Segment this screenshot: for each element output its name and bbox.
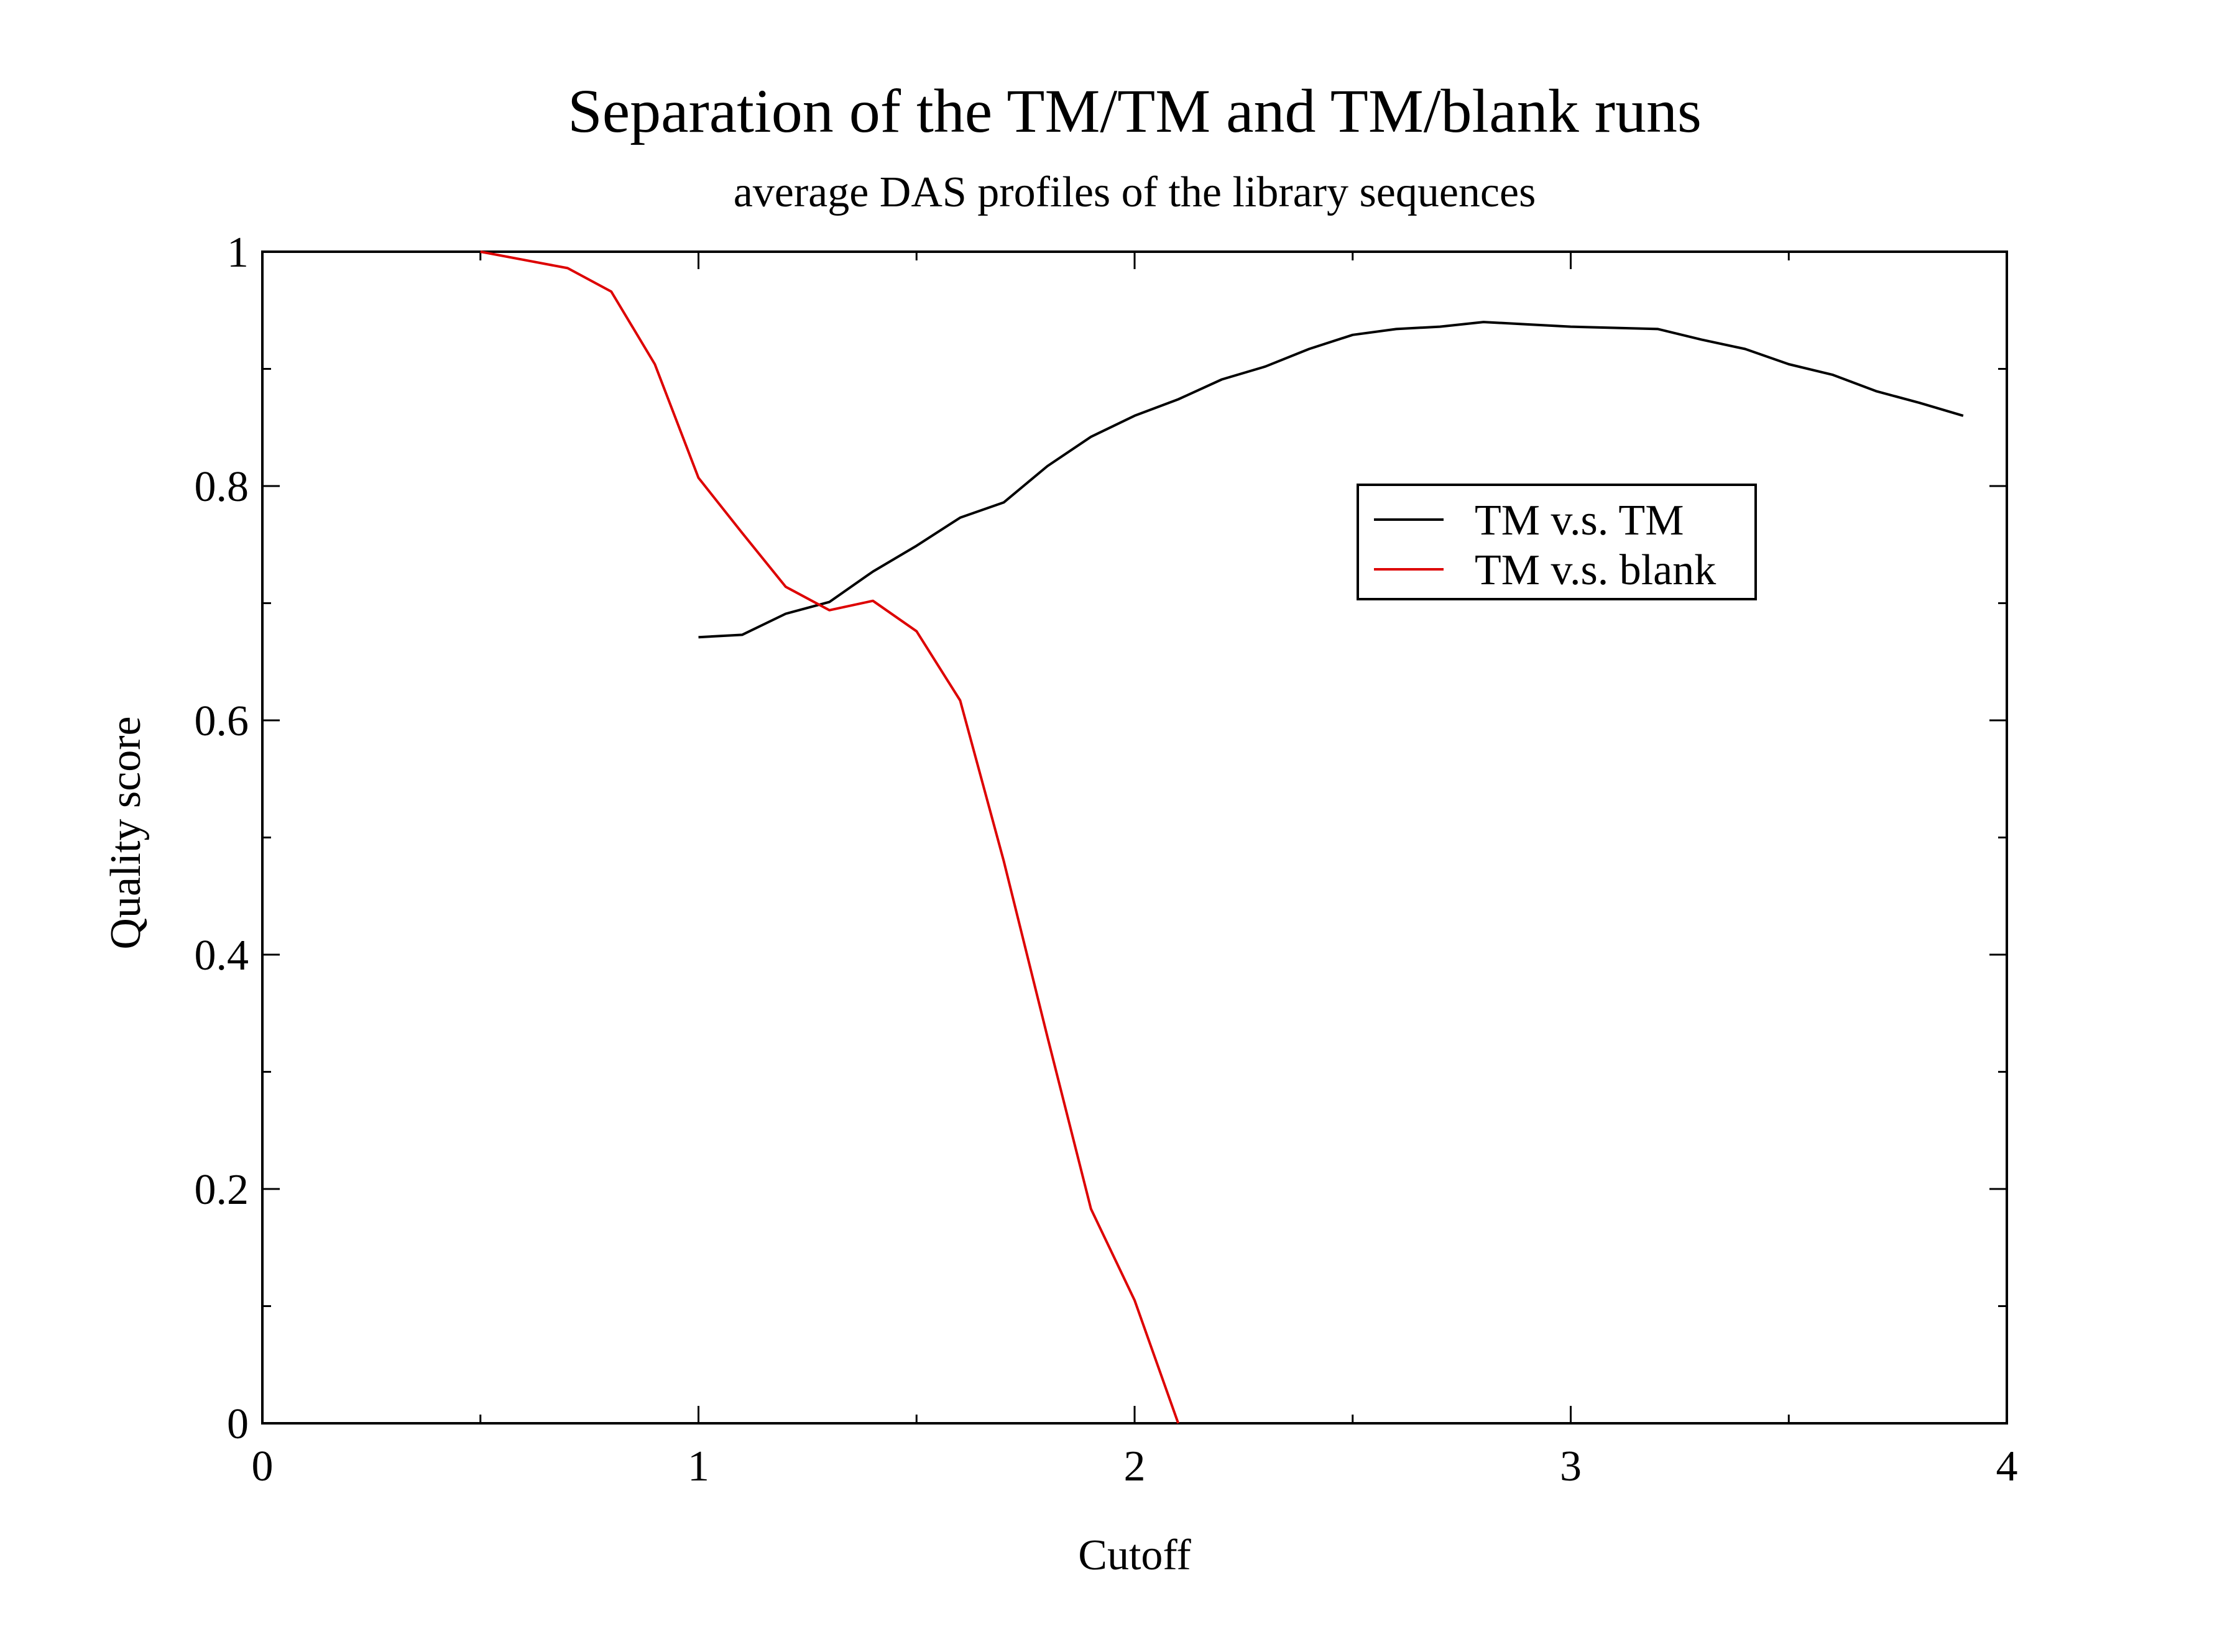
- y-tick-label: 0.2: [195, 1166, 249, 1214]
- series-line-tm-vs-blank: [480, 250, 1180, 1424]
- chart-subtitle: average DAS profiles of the library sequ…: [734, 168, 1536, 216]
- series-line-tm-vs-tm: [698, 321, 1964, 639]
- x-tick-label: 1: [688, 1443, 709, 1490]
- x-tick-label: 0: [252, 1443, 274, 1490]
- axis-tick-labels: 0 1 2 3 4 0 0.2 0.4 0.6 0.8 1: [195, 229, 2018, 1490]
- y-tick-label: 0.6: [195, 697, 249, 745]
- y-tick-label: 0: [227, 1400, 249, 1448]
- axis-ticks: [261, 250, 2008, 1425]
- y-axis-label: Quality score: [102, 716, 150, 949]
- x-tick-label: 4: [1996, 1443, 2018, 1490]
- legend-entry-label: TM v.s. blank: [1475, 546, 1716, 594]
- legend-box: [1357, 484, 1757, 600]
- series-lines: [480, 250, 1964, 1424]
- y-tick-label: 0.8: [195, 463, 249, 511]
- legend-entry-label: TM v.s. TM: [1475, 497, 1684, 544]
- y-tick-label: 1: [227, 229, 249, 277]
- x-axis-label: Cutoff: [1078, 1531, 1191, 1579]
- x-tick-label: 2: [1124, 1443, 1146, 1490]
- y-tick-label: 0.4: [195, 932, 249, 980]
- plot-area-frame: [261, 250, 2008, 1425]
- chart-title: Separation of the TM/TM and TM/blank run…: [568, 76, 1702, 145]
- x-tick-label: 3: [1560, 1443, 1582, 1490]
